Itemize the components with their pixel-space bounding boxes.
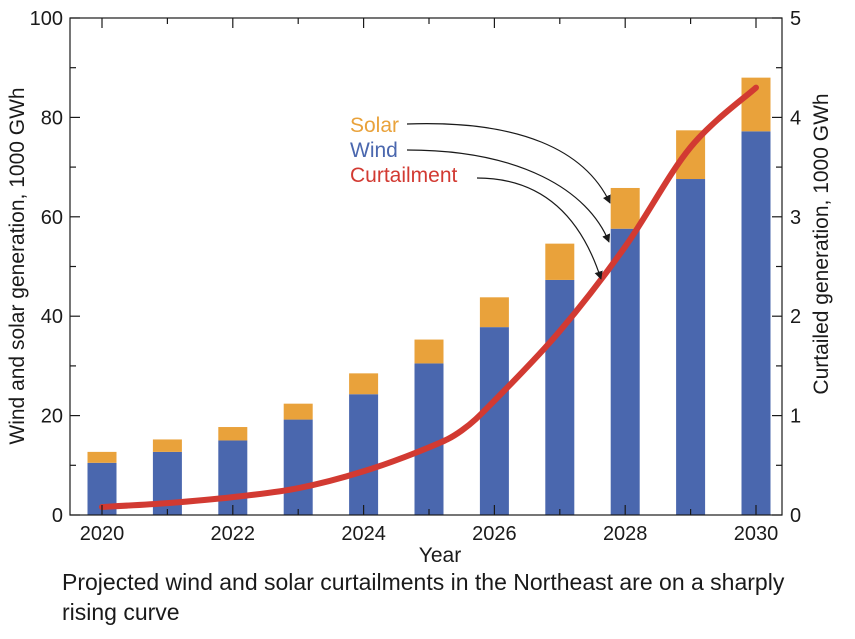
legend-curtailment-label: Curtailment	[350, 164, 458, 187]
bar-wind-2030	[741, 131, 771, 516]
bar-wind-2026	[479, 327, 509, 515]
x-tick-label: 2026	[472, 523, 517, 545]
bar-wind-2029	[676, 179, 706, 515]
y2-tick-label: 5	[790, 8, 801, 30]
bar-solar-2023	[283, 403, 313, 420]
bars-layer	[87, 77, 771, 516]
bar-solar-2025	[414, 339, 444, 364]
y-tick-label: 60	[41, 207, 63, 229]
x-tick-label: 2028	[603, 523, 648, 545]
bar-wind-2022	[218, 440, 248, 515]
y-axis-label: Wind and solar generation, 1000 GWh	[6, 87, 29, 444]
legend-arrow-wind	[406, 149, 611, 243]
bar-solar-2021	[152, 439, 182, 452]
legend-arrow-solar	[406, 123, 611, 204]
bar-solar-2022	[218, 427, 248, 441]
legend-wind-label: Wind	[350, 139, 398, 162]
y2-tick-label: 2	[790, 306, 801, 328]
y-tick-label: 20	[41, 406, 63, 428]
legend-annotation: Solar Wind Curtailment	[350, 114, 611, 280]
y2-tick-label: 3	[790, 207, 801, 229]
bar-solar-2020	[87, 451, 117, 463]
bar-wind-2023	[283, 419, 313, 515]
chart: 0 20 40 60 80 100 0 1 2 3 4 5 2020 2022 2024 2026 2028 20…	[6, 8, 833, 565]
y-tick-label: 100	[30, 8, 63, 30]
legend-solar-label: Solar	[350, 114, 399, 137]
ticks-layer: 0 20 40 60 80 100 0 1 2 3 4 5 2020 2022 2024 2026 2028 20…	[30, 8, 802, 545]
figure-caption: Projected wind and solar curtailments in…	[62, 569, 785, 625]
y-tick-label: 0	[52, 505, 63, 527]
legend-arrow-curtailment	[476, 177, 603, 280]
y2-axis-label: Curtailed generation, 1000 GWh	[810, 93, 833, 394]
x-axis-label: Year	[419, 544, 461, 565]
x-tick-label: 2020	[80, 523, 125, 545]
x-tick-label: 2022	[211, 523, 256, 545]
y2-tick-label: 4	[790, 107, 801, 129]
bar-solar-2026	[479, 297, 509, 328]
x-tick-label: 2024	[341, 523, 386, 545]
y2-tick-label: 1	[790, 406, 801, 428]
bar-solar-2027	[545, 243, 575, 280]
bar-solar-2024	[349, 373, 379, 395]
curtailment-line	[99, 84, 759, 510]
bar-wind-2028	[610, 228, 640, 515]
bar-solar-2028	[610, 187, 640, 229]
y2-tick-label: 0	[790, 505, 801, 527]
curtailment-line-layer	[99, 84, 759, 510]
bar-wind-2025	[414, 363, 444, 515]
bar-wind-2024	[349, 394, 379, 515]
x-tick-label: 2030	[734, 523, 779, 545]
y-tick-label: 40	[41, 306, 63, 328]
y-tick-label: 80	[41, 107, 63, 129]
